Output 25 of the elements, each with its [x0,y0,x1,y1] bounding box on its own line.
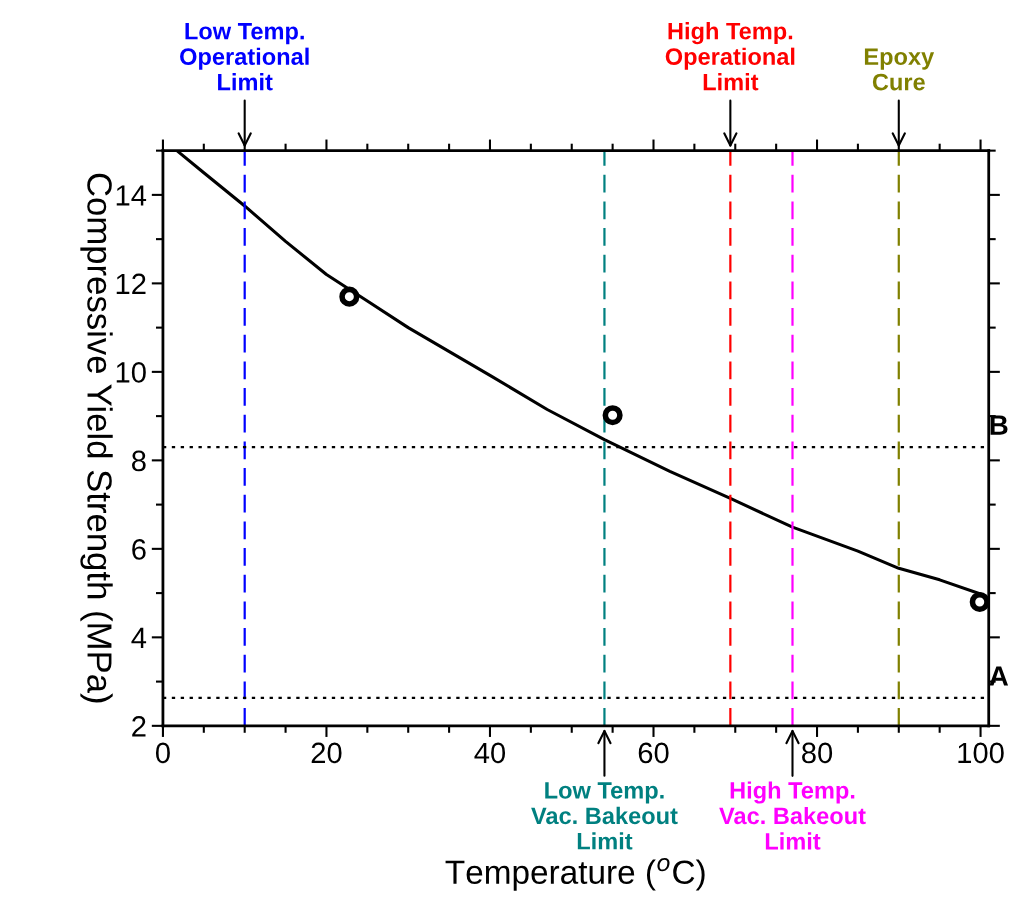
x-axis-title: Temperature ($^{o}$C) [445,857,705,891]
y-axis-title: Compressive Yield Strength (MPa) [80,173,113,703]
y-tick-label: 4 [131,627,147,648]
x-tick-label: 100 [958,742,1004,764]
x-tick-label: 0 [155,742,170,764]
y-tick-label: 10 [116,362,146,383]
y-tick-label: 8 [132,450,146,472]
y-tick-label: 6 [132,539,146,560]
point [339,286,360,307]
y-tick-label: 2 [132,716,146,737]
point [602,405,623,426]
x-tick-label: 40 [474,742,506,764]
ref-line-label: B [990,415,1008,435]
ref-line-label: Low Temp. Operational Limit [180,23,309,91]
ref-line-label: High Temp. Operational Limit [665,22,795,91]
x-tick-label: 60 [638,742,669,764]
y-tick-label: 14 [116,185,147,206]
ref-line-label: Low Temp. Vac. Bakeout Limit [531,782,678,850]
ref-line-label: Epoxy Cure [864,48,935,91]
x-tick-label: 20 [311,742,342,764]
ref-line-label: A [989,666,1009,686]
point [969,591,990,613]
y-tick-label: 12 [116,273,146,294]
x-tick-label: 80 [802,742,833,764]
ref-line-label: High Temp. Vac. Bakeout Limit [719,781,866,850]
